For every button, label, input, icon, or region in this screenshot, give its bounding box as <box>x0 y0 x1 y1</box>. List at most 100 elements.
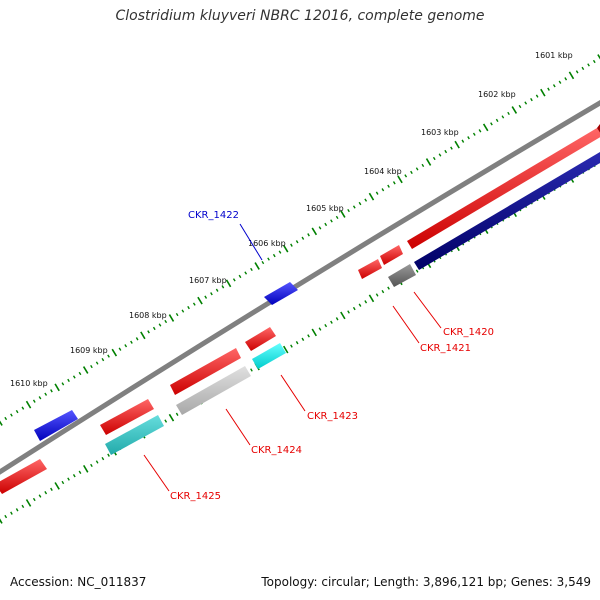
major-tick <box>82 366 89 374</box>
minor-tick <box>164 319 168 324</box>
major-tick <box>340 311 346 320</box>
minor-tick <box>444 149 448 154</box>
minor-tick <box>50 389 53 393</box>
minor-tick <box>61 382 65 386</box>
major-tick <box>311 328 317 337</box>
gene-label-ckr-1422[interactable]: CKR_1422 <box>188 210 239 221</box>
minor-tick <box>581 66 585 71</box>
minor-tick <box>421 163 425 168</box>
major-tick <box>568 71 575 80</box>
minor-tick <box>392 181 396 185</box>
minor-tick <box>4 514 8 519</box>
minor-tick <box>267 257 270 261</box>
major-tick <box>482 123 489 132</box>
ruler-label: 1605 kbp <box>306 204 344 213</box>
minor-tick <box>467 136 470 140</box>
minor-tick <box>192 302 196 306</box>
minor-tick <box>558 80 562 84</box>
minor-tick <box>535 94 539 98</box>
gene-label-ckr-1421[interactable]: CKR_1421 <box>420 343 471 354</box>
minor-tick <box>410 170 413 175</box>
minor-tick <box>232 278 236 282</box>
major-tick <box>283 345 289 354</box>
major-tick <box>254 262 260 270</box>
minor-tick <box>21 406 25 410</box>
leader-ckr-1424 <box>225 408 251 446</box>
minor-tick <box>518 104 522 109</box>
major-tick <box>0 420 3 426</box>
ruler-label: 1609 kbp <box>70 346 108 355</box>
gene-ckr-1421-b[interactable] <box>358 259 382 279</box>
gene-ckr-1423[interactable] <box>245 327 276 351</box>
minor-tick <box>307 233 310 237</box>
minor-tick <box>335 317 339 321</box>
minor-tick <box>32 497 36 502</box>
label-leaders <box>143 223 442 492</box>
minor-tick <box>490 122 493 126</box>
minor-tick <box>381 289 385 294</box>
minor-tick <box>587 63 590 67</box>
minor-tick <box>124 344 128 348</box>
minor-tick <box>238 274 242 279</box>
gene-cyan[interactable] <box>252 343 286 369</box>
gene-teal[interactable] <box>105 415 164 455</box>
major-tick <box>340 210 346 218</box>
minor-tick <box>10 511 13 515</box>
minor-tick <box>375 293 379 297</box>
minor-tick <box>478 129 482 133</box>
minor-tick <box>107 453 110 457</box>
minor-tick <box>61 480 65 485</box>
minor-tick <box>221 285 225 289</box>
gene-label-ckr-1425[interactable]: CKR_1425 <box>170 491 221 502</box>
minor-tick <box>387 286 390 290</box>
gene-light-grey[interactable] <box>176 366 251 415</box>
gene-left-red[interactable] <box>0 459 47 494</box>
minor-tick <box>215 288 219 292</box>
ruler-labels: 1601 kbp 1602 kbp 1603 kbp 1604 kbp 1605… <box>10 51 573 388</box>
minor-tick <box>295 341 299 345</box>
minor-tick <box>415 167 419 171</box>
minor-tick <box>301 337 305 341</box>
gene-label-ckr-1420[interactable]: CKR_1420 <box>443 327 494 338</box>
minor-tick <box>95 460 99 464</box>
minor-tick <box>15 508 19 512</box>
minor-tick <box>95 361 99 365</box>
minor-tick <box>592 59 596 64</box>
gene-ckr-1424[interactable] <box>170 348 241 395</box>
leader-ckr-1425 <box>143 454 170 492</box>
gene-ckr-1421[interactable] <box>380 245 403 265</box>
major-tick <box>311 227 318 236</box>
gene-features[interactable] <box>0 124 600 494</box>
minor-tick <box>472 132 476 136</box>
minor-tick <box>347 310 350 314</box>
gene-label-ckr-1423[interactable]: CKR_1423 <box>307 411 358 422</box>
minor-tick <box>4 416 8 421</box>
major-tick <box>25 499 32 507</box>
gene-label-ckr-1424[interactable]: CKR_1424 <box>251 445 302 456</box>
gene-left-blue[interactable] <box>34 410 78 441</box>
major-tick <box>282 244 289 253</box>
minor-tick <box>250 267 253 272</box>
minor-tick <box>461 139 465 143</box>
minor-tick <box>575 70 579 74</box>
minor-tick <box>415 269 419 273</box>
ruler-label: 1610 kbp <box>10 379 48 388</box>
gene-grey-small[interactable] <box>388 264 416 287</box>
minor-tick <box>204 295 208 299</box>
gene-ckr-1425[interactable] <box>100 399 154 435</box>
minor-tick <box>38 396 42 400</box>
minor-tick <box>438 153 442 157</box>
minor-tick <box>352 205 356 209</box>
major-tick <box>397 175 403 184</box>
gene-labels: CKR_1420 CKR_1421 CKR_1422 CKR_1423 CKR_… <box>170 210 494 502</box>
accession-text: Accession: NC_011837 <box>10 575 147 589</box>
minor-tick <box>547 87 550 91</box>
minor-tick <box>404 174 408 178</box>
minor-tick <box>158 323 162 327</box>
gene-navy-long[interactable] <box>414 152 600 270</box>
ruler-label: 1602 kbp <box>478 90 516 99</box>
gene-ckr-1422[interactable] <box>264 282 298 305</box>
gene-ckr-1420[interactable] <box>407 128 600 249</box>
minor-tick <box>358 303 362 307</box>
